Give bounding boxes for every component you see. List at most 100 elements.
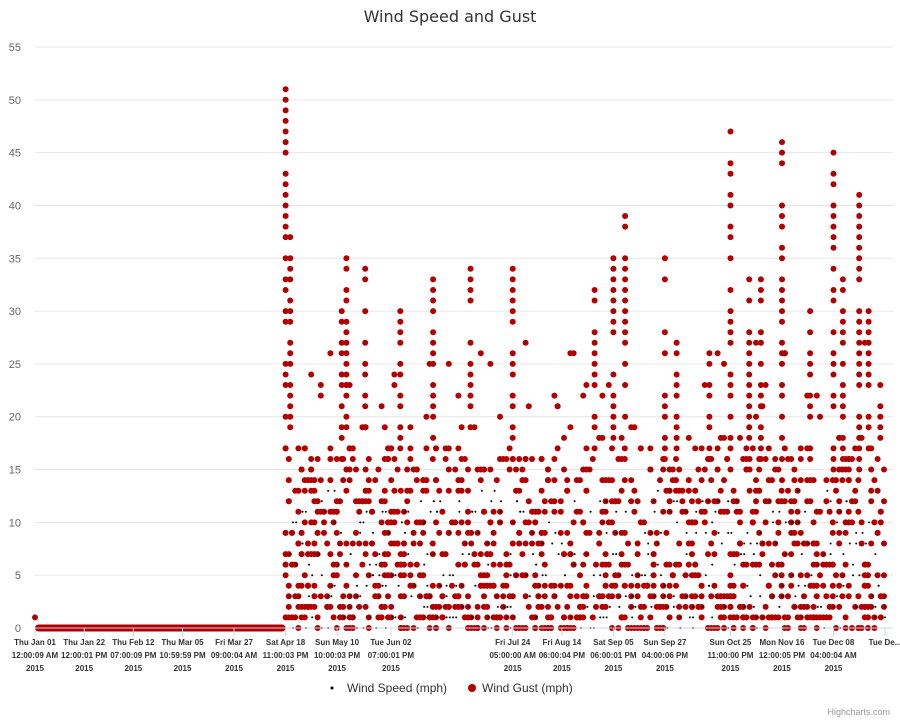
wind-gust-point <box>743 445 750 452</box>
wind-speed-point <box>800 553 803 556</box>
wind-speed-point <box>701 500 704 503</box>
wind-gust-point <box>711 551 718 558</box>
wind-gust-point <box>625 540 631 547</box>
wind-gust-point <box>661 456 668 462</box>
wind-speed-point <box>772 595 774 598</box>
wind-gust-point <box>465 466 471 473</box>
wind-gust-point <box>343 540 350 547</box>
wind-gust-point <box>746 424 753 431</box>
wind-speed-point <box>586 605 589 608</box>
y-tick-label: 5 <box>15 570 21 582</box>
wind-gust-point <box>401 572 407 579</box>
wind-gust-point <box>589 614 596 621</box>
wind-speed-point <box>823 553 826 556</box>
legend-marker-wind-speed[interactable] <box>330 686 334 690</box>
wind-speed-point <box>599 616 602 619</box>
wind-gust-point <box>474 603 481 610</box>
wind-gust-point <box>356 603 363 610</box>
wind-gust-point <box>727 434 734 441</box>
wind-speed-point <box>692 605 694 608</box>
wind-gust-point <box>362 551 369 558</box>
wind-gust-point <box>779 139 785 146</box>
credits[interactable]: Highcharts.com <box>827 707 890 717</box>
wind-gust-point <box>746 382 753 388</box>
wind-gust-point <box>287 234 294 241</box>
wind-gust-point <box>666 582 673 589</box>
wind-gust-point <box>661 255 668 262</box>
wind-speed-point <box>599 500 602 503</box>
wind-gust-point <box>580 392 587 399</box>
wind-gust-point <box>845 508 852 515</box>
wind-speed-point <box>884 605 886 608</box>
wind-gust-point <box>856 223 863 230</box>
wind-speed-point <box>458 500 461 503</box>
wind-speed-point <box>778 510 781 513</box>
wind-gust-point <box>282 276 289 283</box>
wind-gust-point <box>282 223 289 230</box>
wind-speed-point <box>548 521 550 524</box>
wind-gust-point <box>610 413 617 420</box>
wind-speed-point <box>496 605 499 608</box>
wind-gust-point <box>685 487 692 494</box>
x-tick-label: 04:00:06 PM <box>642 651 689 660</box>
wind-speed-point <box>631 616 634 619</box>
wind-gust-point <box>353 529 359 536</box>
x-tick-label: Fri Aug 14 <box>542 638 581 647</box>
wind-gust-point <box>788 508 795 515</box>
wind-gust-point <box>369 540 375 547</box>
wind-speed-point <box>612 553 614 556</box>
wind-gust-point <box>519 551 526 558</box>
wind-gust-point <box>430 297 437 304</box>
wind-gust-point <box>439 593 446 600</box>
wind-gust-point <box>621 529 628 536</box>
wind-gust-point <box>615 498 622 505</box>
wind-gust-point <box>404 519 411 526</box>
wind-gust-point <box>509 392 516 399</box>
wind-gust-point <box>397 403 404 410</box>
legend-label-wind-speed[interactable]: Wind Speed (mph) <box>347 681 447 695</box>
wind-gust-point <box>849 519 855 526</box>
wind-speed-point <box>656 489 659 492</box>
wind-gust-point <box>343 360 350 367</box>
wind-gust-point <box>353 572 359 579</box>
wind-gust-point <box>327 350 334 357</box>
y-tick-label: 50 <box>9 95 21 107</box>
legend-label-wind-gust[interactable]: Wind Gust (mph) <box>482 681 573 695</box>
wind-speed-point <box>407 510 410 513</box>
wind-gust-point <box>385 456 391 462</box>
x-tick-label: 10:00:03 PM <box>314 651 361 660</box>
wind-gust-point <box>362 360 369 367</box>
wind-speed-point <box>599 574 602 577</box>
wind-speed-point <box>500 500 502 503</box>
wind-gust-point <box>509 265 516 272</box>
wind-gust-point <box>779 213 785 219</box>
wind-speed-point <box>592 595 595 598</box>
wind-speed-point <box>752 605 755 608</box>
wind-gust-point <box>282 561 289 568</box>
wind-gust-point <box>529 456 535 462</box>
wind-gust-point <box>730 593 737 600</box>
wind-speed-point <box>509 553 512 556</box>
wind-speed-point <box>618 595 621 598</box>
wind-gust-point <box>746 487 753 494</box>
wind-gust-point <box>807 350 814 357</box>
wind-speed-point <box>343 616 346 619</box>
wind-gust-point <box>865 308 872 315</box>
wind-gust-point <box>467 339 474 346</box>
wind-gust-point <box>591 360 598 367</box>
legend-marker-wind-gust[interactable] <box>468 684 476 692</box>
wind-speed-point <box>685 510 688 513</box>
wind-gust-point <box>487 360 494 367</box>
wind-speed-point <box>500 521 502 524</box>
wind-gust-point <box>865 339 872 346</box>
wind-gust-point <box>343 382 350 388</box>
wind-gust-point <box>775 614 782 621</box>
wind-gust-point <box>779 244 785 251</box>
wind-gust-point <box>610 392 617 399</box>
x-tick-label: Thu Feb 12 <box>112 638 155 647</box>
wind-gust-point <box>676 466 683 473</box>
wind-speed-point <box>868 521 870 524</box>
wind-gust-point <box>545 603 551 610</box>
wind-gust-point <box>647 614 654 621</box>
